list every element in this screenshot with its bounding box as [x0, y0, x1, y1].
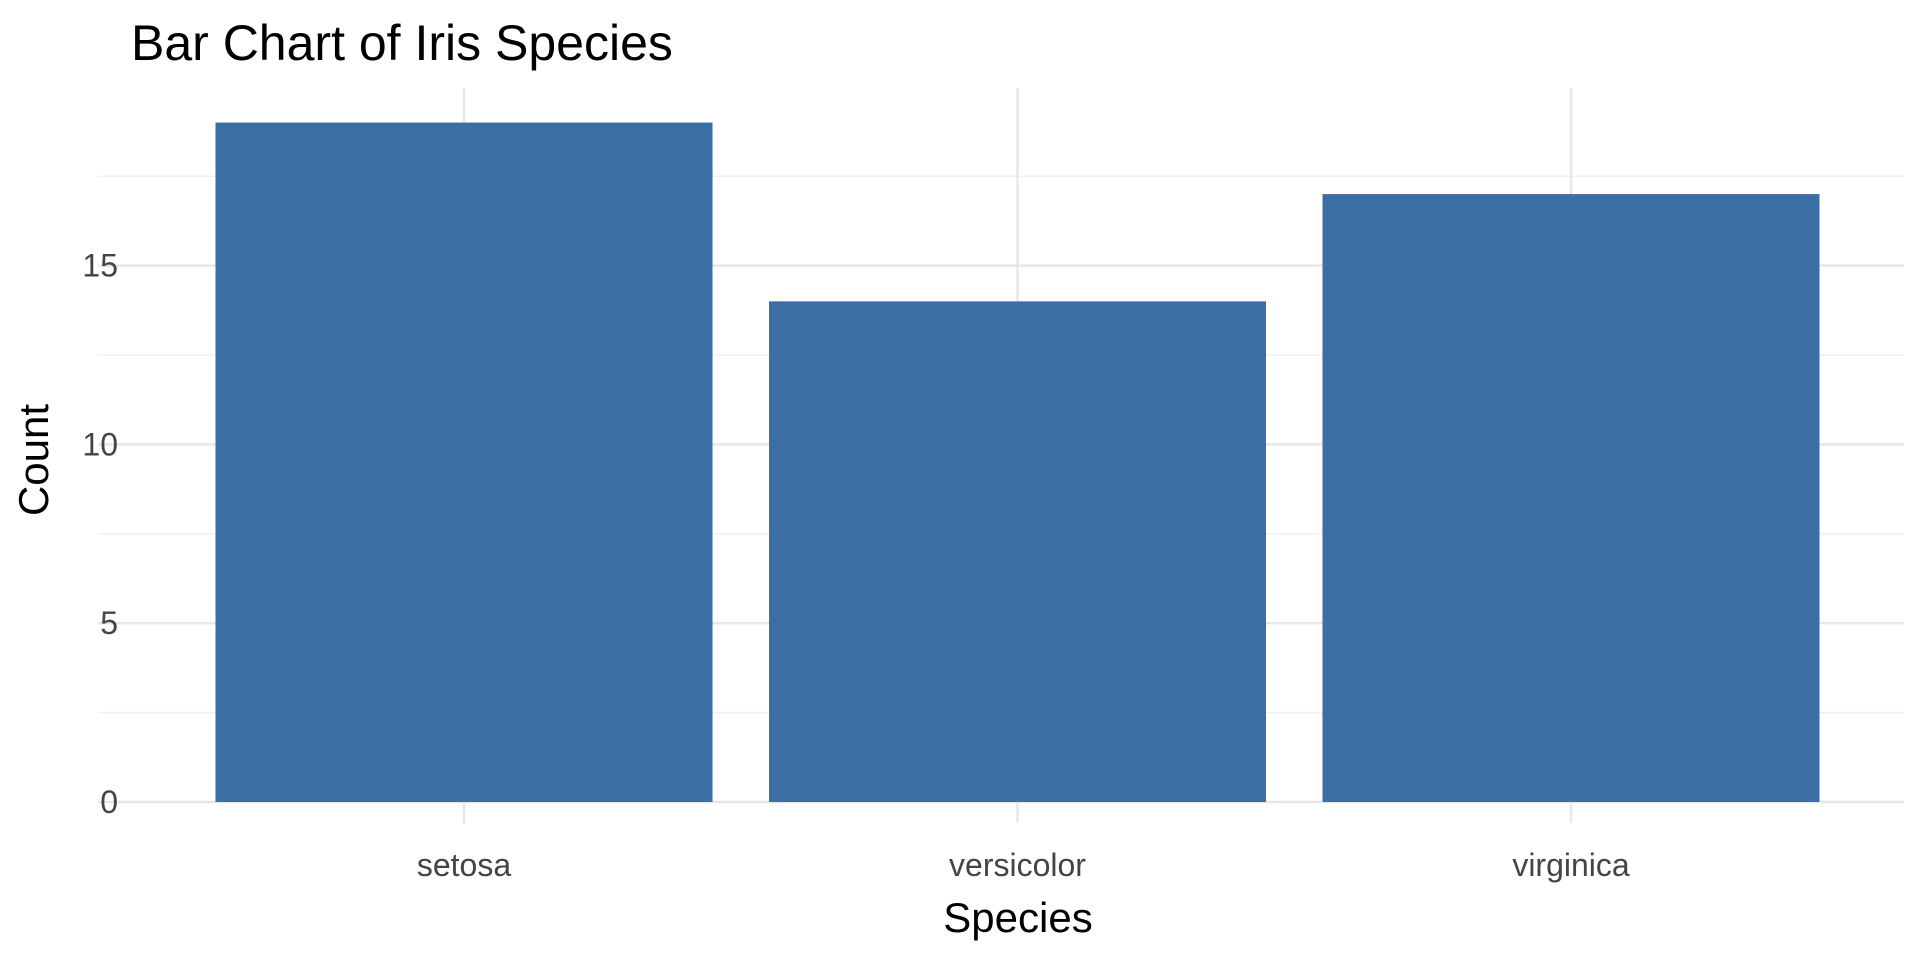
x-tick-label: versicolor	[949, 847, 1086, 883]
y-tick-label: 15	[82, 248, 118, 284]
y-tick-label: 5	[100, 605, 118, 641]
bar-virginica	[1322, 194, 1820, 802]
chart-title: Bar Chart of Iris Species	[131, 15, 673, 71]
y-axis-title: Count	[10, 404, 57, 516]
bars	[215, 122, 1820, 802]
bar-setosa	[215, 122, 713, 802]
y-tick-label: 10	[82, 426, 118, 462]
y-axis-ticks: 0 5 10 15	[82, 248, 118, 820]
x-tick-label: virginica	[1512, 847, 1630, 883]
x-axis-ticks: setosa versicolor virginica	[417, 847, 1630, 883]
y-tick-label: 0	[100, 784, 118, 820]
x-axis-title: Species	[943, 894, 1092, 941]
x-tick-label: setosa	[417, 847, 511, 883]
bar-versicolor	[769, 301, 1266, 802]
